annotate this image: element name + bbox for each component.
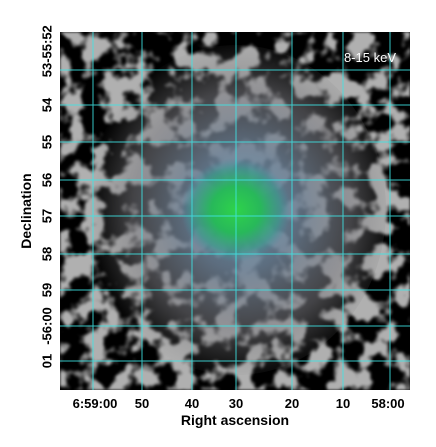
declination-tick-label: 01 bbox=[39, 353, 55, 369]
x-axis-label: Right ascension bbox=[180, 412, 290, 428]
right-ascension-tick-label: 10 bbox=[335, 396, 351, 411]
right-ascension-tick-label: 40 bbox=[184, 396, 200, 411]
right-ascension-tick-label: 50 bbox=[134, 396, 150, 411]
sky-image bbox=[60, 32, 410, 390]
declination-tick-label: 55 bbox=[39, 134, 55, 150]
right-ascension-tick-label: 20 bbox=[284, 396, 300, 411]
declination-tick-label: 58 bbox=[39, 246, 55, 262]
declination-tick-label: 53 bbox=[39, 62, 55, 78]
coordinate-grid bbox=[60, 32, 410, 390]
declination-tick-label: 54 bbox=[39, 97, 55, 113]
declination-tick-label: 56 bbox=[39, 172, 55, 188]
declination-tick-label: 59 bbox=[39, 282, 55, 298]
sky-image-panel: 8-15 keV bbox=[60, 32, 410, 390]
energy-band-label: 8-15 keV bbox=[343, 50, 396, 65]
right-ascension-tick-label: 58:00 bbox=[371, 396, 405, 411]
declination-tick-label: -56:00 bbox=[39, 307, 55, 345]
declination-tick-label: -55:52 bbox=[39, 25, 55, 63]
declination-tick-label: 57 bbox=[39, 208, 55, 224]
right-ascension-tick-label: 30 bbox=[228, 396, 244, 411]
right-ascension-tick-label: 6:59:00 bbox=[72, 396, 118, 411]
y-axis-label: Declination bbox=[18, 173, 34, 249]
